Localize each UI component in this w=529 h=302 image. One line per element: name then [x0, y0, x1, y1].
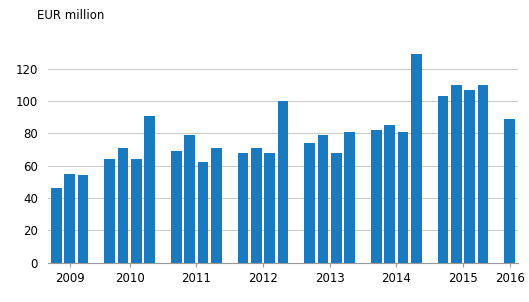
Bar — [331, 153, 342, 263]
Bar — [478, 85, 488, 263]
Bar — [64, 174, 75, 263]
Bar — [171, 151, 182, 263]
Bar — [184, 135, 195, 263]
Bar — [344, 132, 355, 263]
Bar — [104, 159, 115, 263]
Bar — [398, 132, 408, 263]
Bar — [211, 148, 222, 263]
Bar — [251, 148, 262, 263]
Bar — [117, 148, 129, 263]
Bar — [131, 159, 142, 263]
Bar — [384, 125, 395, 263]
Bar — [278, 101, 288, 263]
Bar — [464, 90, 475, 263]
Bar — [197, 162, 208, 263]
Bar — [317, 135, 329, 263]
Bar — [78, 175, 88, 263]
Bar — [371, 130, 382, 263]
Bar — [437, 96, 449, 263]
Bar — [144, 116, 155, 263]
Bar — [411, 54, 422, 263]
Bar — [304, 143, 315, 263]
Bar — [504, 119, 515, 263]
Bar — [51, 188, 62, 263]
Bar — [451, 85, 462, 263]
Text: EUR million: EUR million — [37, 9, 104, 22]
Bar — [264, 153, 275, 263]
Bar — [238, 153, 249, 263]
